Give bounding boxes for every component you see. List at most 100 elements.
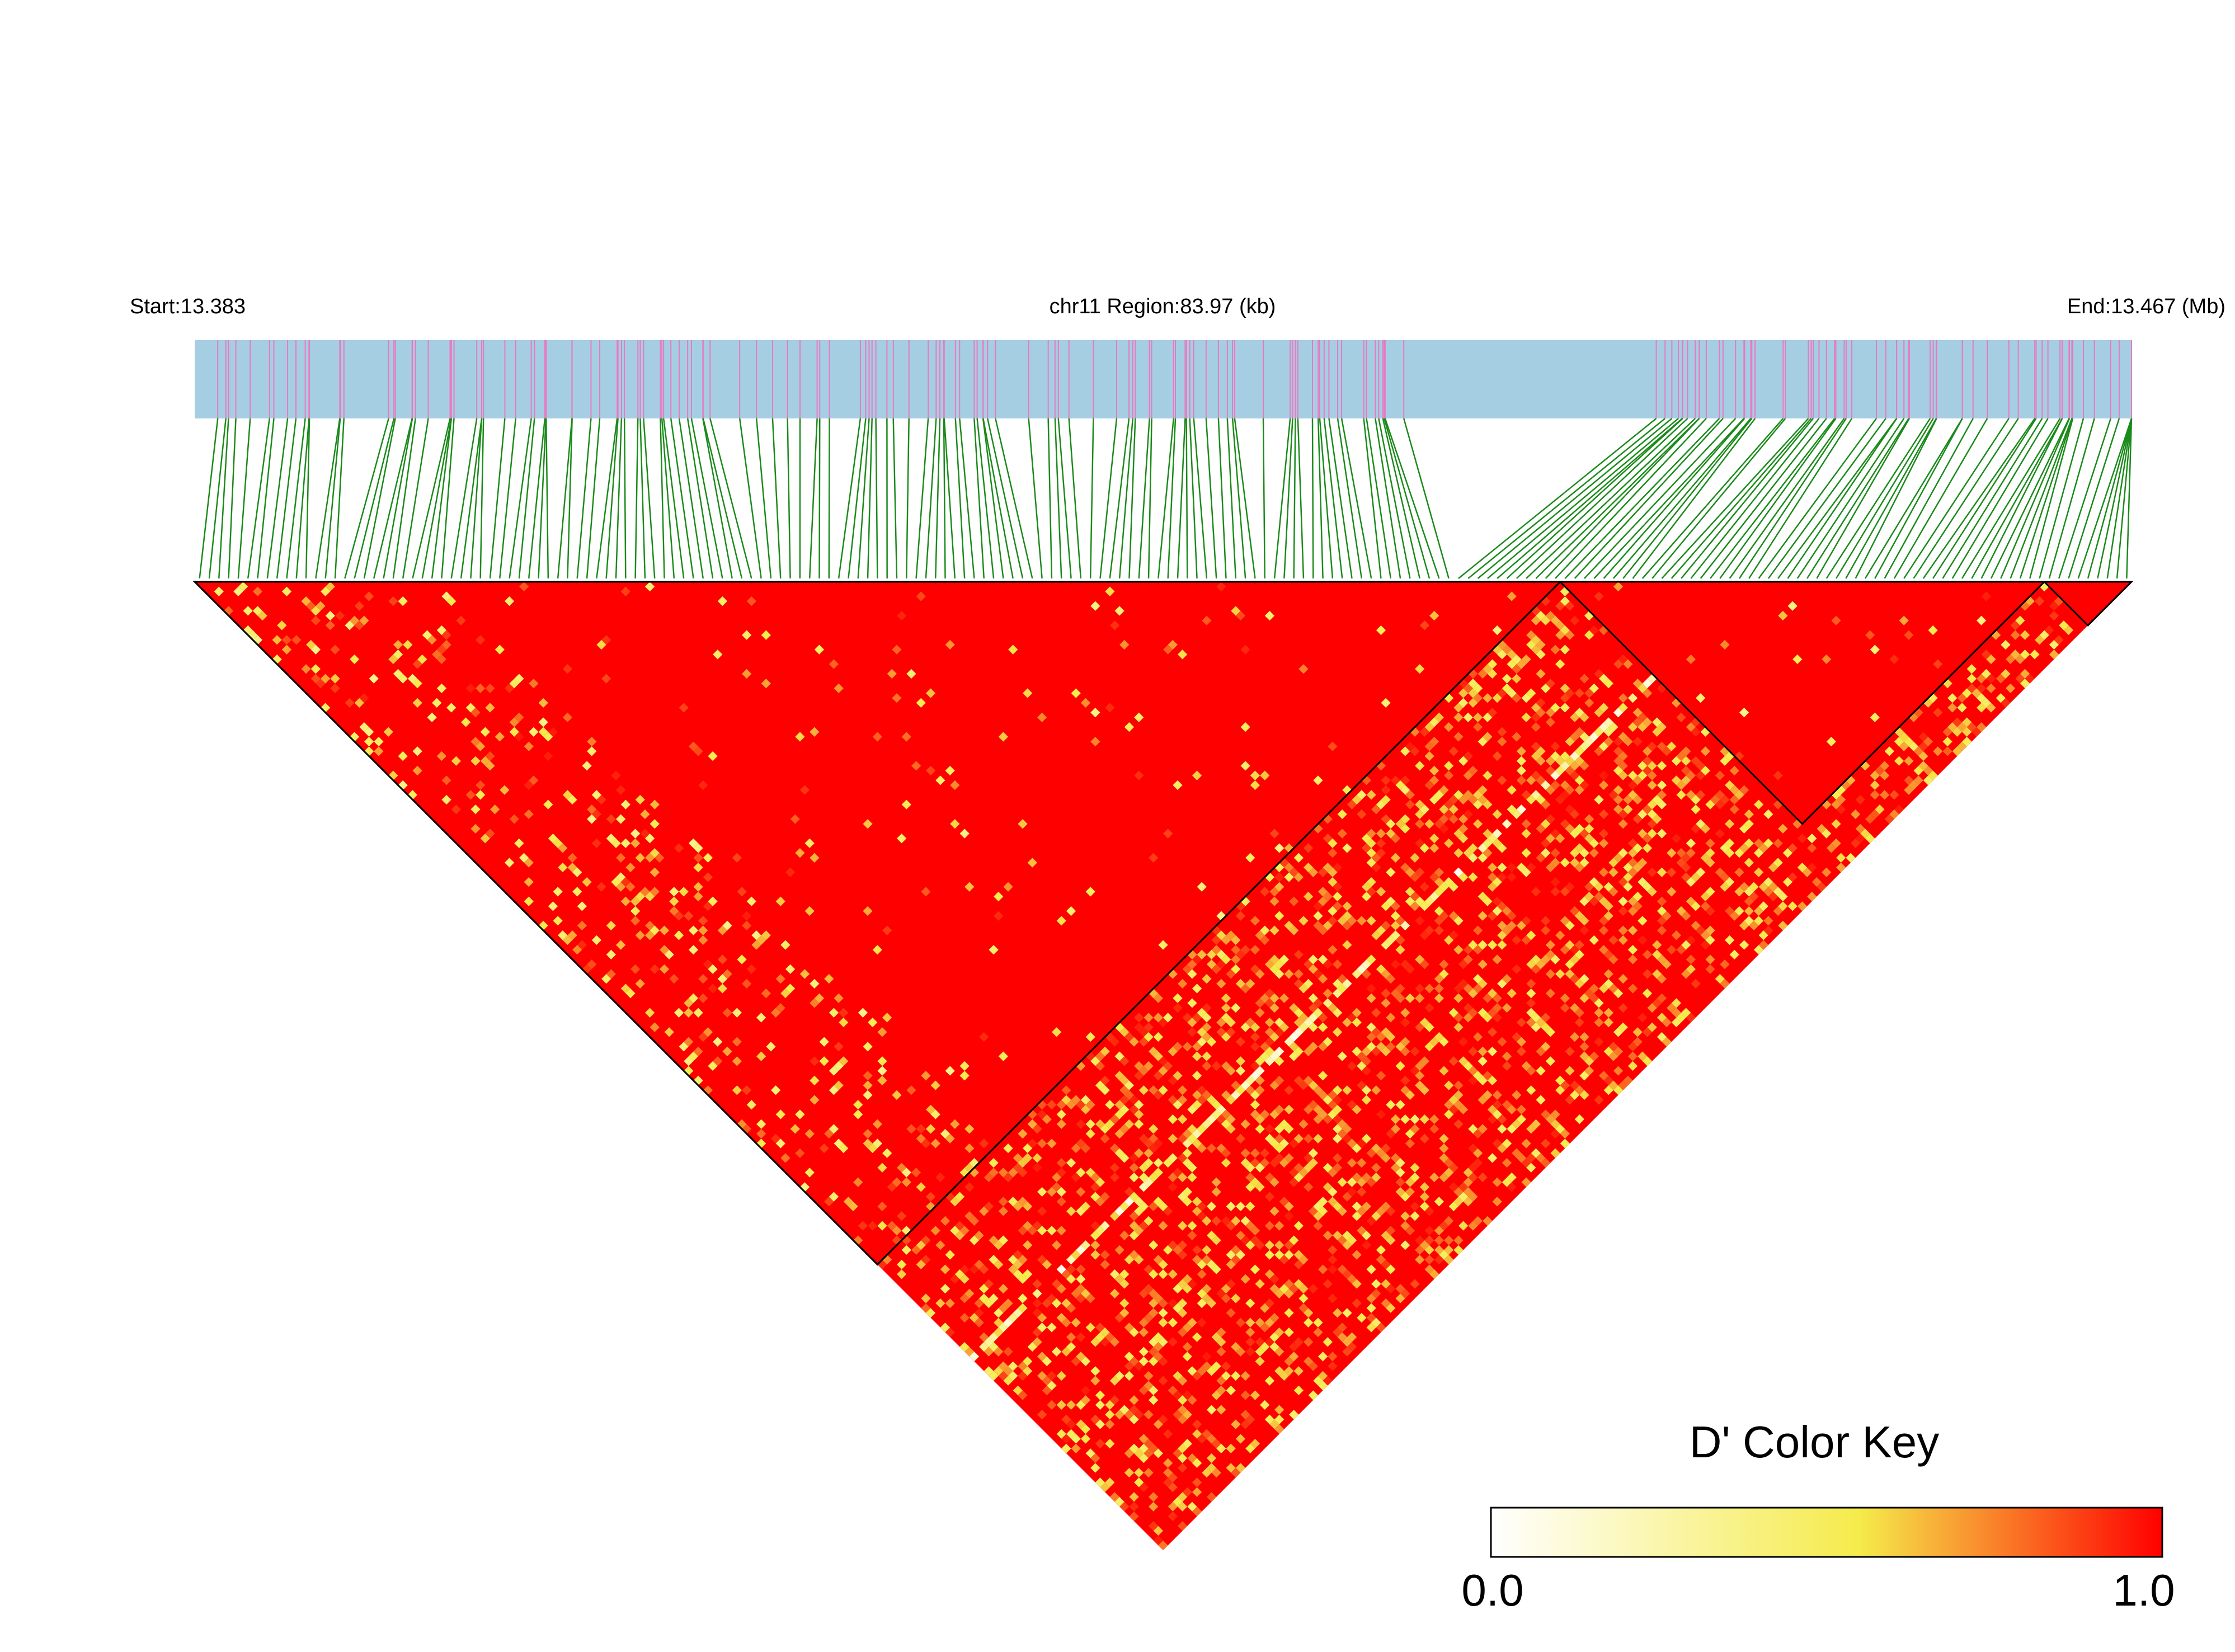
snp-connector bbox=[509, 418, 532, 579]
snp-connector bbox=[925, 418, 937, 579]
ld-cell bbox=[761, 630, 771, 640]
snp-connector bbox=[1700, 418, 1827, 579]
ld-cell bbox=[1129, 1405, 1139, 1415]
ld-block-outline bbox=[1558, 581, 2046, 825]
ld-cell bbox=[1264, 998, 1275, 1008]
ld-cell bbox=[1047, 1187, 1057, 1197]
ld-cell bbox=[1240, 1274, 1250, 1284]
ld-cell bbox=[1429, 610, 1439, 621]
ld-cell bbox=[1216, 1405, 1226, 1415]
ld-cell bbox=[1720, 978, 1730, 989]
ld-cell bbox=[1700, 765, 1711, 776]
ld-cell bbox=[1390, 775, 1401, 785]
ld-cell bbox=[1226, 1385, 1236, 1396]
ld-cell bbox=[1051, 1172, 1062, 1183]
ld-cell bbox=[1439, 1221, 1449, 1231]
ld-cell bbox=[1114, 1312, 1124, 1323]
ld-cell bbox=[1293, 1133, 1304, 1143]
ld-cell bbox=[1250, 1022, 1260, 1032]
ld-cell bbox=[436, 683, 447, 694]
ld-cell bbox=[1032, 1221, 1042, 1231]
ld-cell bbox=[644, 930, 655, 940]
ld-cell bbox=[1158, 1298, 1168, 1309]
ld-cell bbox=[839, 1143, 849, 1154]
snp-connector bbox=[1378, 418, 1411, 579]
ld-cell bbox=[1202, 1022, 1212, 1032]
snp-connector bbox=[2068, 418, 2120, 579]
ld-cell bbox=[335, 610, 345, 621]
ld-cell bbox=[959, 1342, 970, 1352]
ld-cell bbox=[829, 659, 839, 669]
ld-cell bbox=[1531, 954, 1541, 964]
ld-cell bbox=[994, 1259, 1004, 1270]
ld-cell bbox=[1424, 722, 1434, 732]
ld-cell bbox=[1144, 1371, 1154, 1381]
ld-cell bbox=[1512, 654, 1522, 665]
snp-connector bbox=[934, 418, 941, 579]
ld-cell bbox=[1105, 1438, 1115, 1449]
ld-cell bbox=[1269, 1283, 1279, 1294]
ld-cell bbox=[868, 1017, 878, 1028]
ld-cell bbox=[1192, 1013, 1202, 1023]
snp-connector bbox=[702, 418, 733, 579]
ld-cell bbox=[567, 862, 577, 873]
ld-cell bbox=[1560, 819, 1570, 829]
ld-cell bbox=[1182, 1390, 1192, 1400]
ld-cell bbox=[1574, 978, 1584, 989]
ld-cell bbox=[1090, 1453, 1100, 1463]
ld-cell bbox=[1419, 1085, 1430, 1095]
ld-cell bbox=[1574, 1017, 1584, 1028]
ld-cell bbox=[1521, 1177, 1531, 1187]
ld-cell bbox=[1691, 804, 1701, 815]
ld-cell bbox=[1608, 935, 1618, 945]
ld-cell bbox=[1613, 794, 1624, 805]
ld-cell bbox=[1443, 770, 1454, 780]
ld-cell bbox=[1328, 1245, 1338, 1255]
ld-cell bbox=[780, 940, 791, 950]
ld-cell bbox=[1119, 1308, 1130, 1318]
ld-cell bbox=[1453, 712, 1464, 722]
ld-cell bbox=[1487, 882, 1498, 892]
ld-cell bbox=[1134, 1197, 1144, 1207]
ld-cell bbox=[1114, 606, 1124, 616]
ld-cell bbox=[1129, 1192, 1139, 1202]
ld-cell bbox=[1173, 1410, 1183, 1420]
ld-cell bbox=[1734, 790, 1744, 800]
ld-cell bbox=[620, 877, 630, 887]
ld-cell bbox=[1342, 1308, 1352, 1318]
snp-connector bbox=[1118, 418, 1134, 579]
snp-connector bbox=[678, 418, 704, 579]
ld-cell bbox=[1289, 1032, 1299, 1042]
ld-cell bbox=[868, 1143, 878, 1154]
ld-cell bbox=[1434, 1197, 1444, 1207]
ld-cell bbox=[1202, 1216, 1212, 1226]
ld-cell bbox=[693, 862, 703, 873]
ld-cell bbox=[1536, 794, 1546, 805]
snp-connector bbox=[973, 418, 985, 579]
ld-cell bbox=[1376, 1148, 1386, 1158]
ld-cell bbox=[1613, 1027, 1624, 1037]
ld-cell bbox=[954, 1221, 965, 1231]
ld-cell bbox=[1603, 679, 1613, 689]
ld-cell bbox=[1313, 1008, 1323, 1018]
ld-cell bbox=[1870, 770, 1880, 780]
ld-cell bbox=[1168, 969, 1178, 979]
ld-cell bbox=[1293, 969, 1304, 979]
ld-cell bbox=[1318, 1197, 1328, 1207]
ld-cell bbox=[1250, 916, 1260, 926]
ld-cell bbox=[321, 674, 331, 684]
ld-cell bbox=[824, 1197, 834, 1207]
ld-cell bbox=[1521, 1157, 1531, 1168]
ld-cell bbox=[1216, 582, 1226, 592]
ld-cell bbox=[1603, 736, 1613, 747]
ld-cell bbox=[1361, 1095, 1372, 1105]
ld-cell bbox=[1574, 746, 1584, 756]
ld-cell bbox=[543, 751, 553, 761]
ld-cell bbox=[1942, 736, 1952, 747]
ld-cell bbox=[1487, 1046, 1498, 1057]
ld-cell bbox=[819, 1037, 829, 1047]
ld-block-outline bbox=[192, 581, 1563, 1266]
ld-cell bbox=[1434, 983, 1444, 994]
ld-cell bbox=[1264, 1124, 1275, 1134]
ld-cell bbox=[1206, 1095, 1217, 1105]
